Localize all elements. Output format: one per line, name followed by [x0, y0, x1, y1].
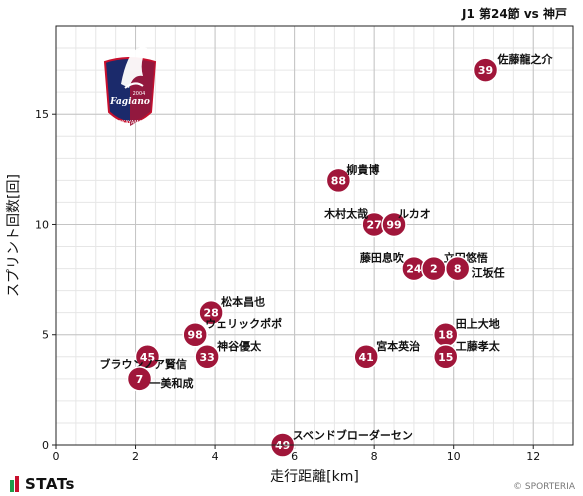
point-marker: [353, 344, 379, 370]
y-tick-label: 0: [42, 439, 49, 452]
player-name-label: 工藤孝太: [456, 339, 501, 353]
crest-year: 2004: [133, 91, 146, 97]
stats-logo: STATs: [10, 475, 75, 493]
player-name-label: スベンドブローダーセン: [293, 428, 413, 442]
x-axis-label: 走行距離[km]: [270, 468, 359, 485]
point-marker: [198, 299, 224, 326]
point-number: 24: [406, 263, 422, 276]
point-number: 99: [386, 218, 401, 231]
x-tick-label: 2: [132, 450, 139, 463]
point-marker: [432, 344, 459, 370]
player-name-label: 宮本英治: [376, 339, 420, 353]
point-marker: [472, 57, 499, 83]
point-number: 8: [454, 263, 462, 276]
player-name-label: 柳貴博: [346, 162, 379, 176]
y-tick-label: 15: [35, 108, 49, 121]
player-name-label: 神谷優太: [217, 339, 262, 353]
point-marker: [325, 167, 352, 194]
player-name-label: 江坂任: [472, 266, 505, 280]
point-marker: [126, 366, 153, 392]
y-tick-label: 5: [42, 329, 49, 342]
point-marker: [444, 255, 471, 282]
point-number: 28: [203, 307, 218, 320]
player-name-label: ブラウンノア賢信: [99, 357, 186, 371]
fagiano-okayama-crest-icon: Fagiano 2004 OKAYAMA: [103, 47, 157, 126]
match-title: J1 第24節 vs 神戸: [461, 7, 567, 21]
player-name-label: ウェリックポポ: [205, 317, 282, 331]
player-point: 7 一美和成: [126, 366, 194, 392]
point-number: 33: [199, 351, 214, 364]
point-number: 18: [438, 329, 453, 342]
x-tick-label: 6: [291, 450, 298, 463]
stats-bars-icon: [10, 476, 20, 492]
player-name-label: 田上大地: [456, 317, 500, 331]
point-marker: [194, 344, 220, 370]
point-number: 27: [366, 218, 381, 231]
point-marker: [381, 211, 407, 238]
point-number: 15: [438, 351, 453, 364]
point-number: 39: [478, 64, 493, 77]
player-name-label: 松本昌也: [221, 295, 265, 309]
x-tick-label: 8: [371, 450, 378, 463]
point-number: 7: [136, 373, 144, 386]
player-name-label: 佐藤龍之介: [497, 52, 554, 66]
y-tick-label: 10: [35, 218, 49, 231]
player-name-label: 木村太哉: [323, 206, 368, 220]
crest-text: Fagiano: [109, 97, 150, 107]
player-name-label: ルカオ: [398, 207, 431, 220]
point-marker: [134, 344, 161, 370]
stats-brand-text: STATs: [25, 475, 75, 493]
point-marker: [182, 321, 208, 348]
player-point: 39 佐藤龍之介: [472, 52, 554, 83]
x-tick-label: 4: [212, 450, 219, 463]
point-number: 45: [140, 351, 155, 364]
plot-frame: [55, 25, 574, 446]
x-tick-label: 0: [53, 450, 60, 463]
point-number: 41: [359, 351, 374, 364]
player-name-label: 藤田息吹: [360, 251, 405, 265]
copyright-text: © SPORTERIA: [513, 482, 575, 492]
point-number: 98: [188, 329, 203, 342]
x-tick-label: 12: [526, 450, 540, 463]
player-point: 8 江坂任: [444, 255, 505, 282]
x-tick-label: 10: [447, 450, 461, 463]
player-name-label: 一美和成: [150, 376, 194, 390]
y-axis-label: スプリント回数[回]: [6, 174, 22, 297]
crest-subtext: OKAYAMA: [118, 120, 143, 126]
point-number: 88: [331, 174, 346, 187]
point-number: 2: [430, 263, 438, 276]
